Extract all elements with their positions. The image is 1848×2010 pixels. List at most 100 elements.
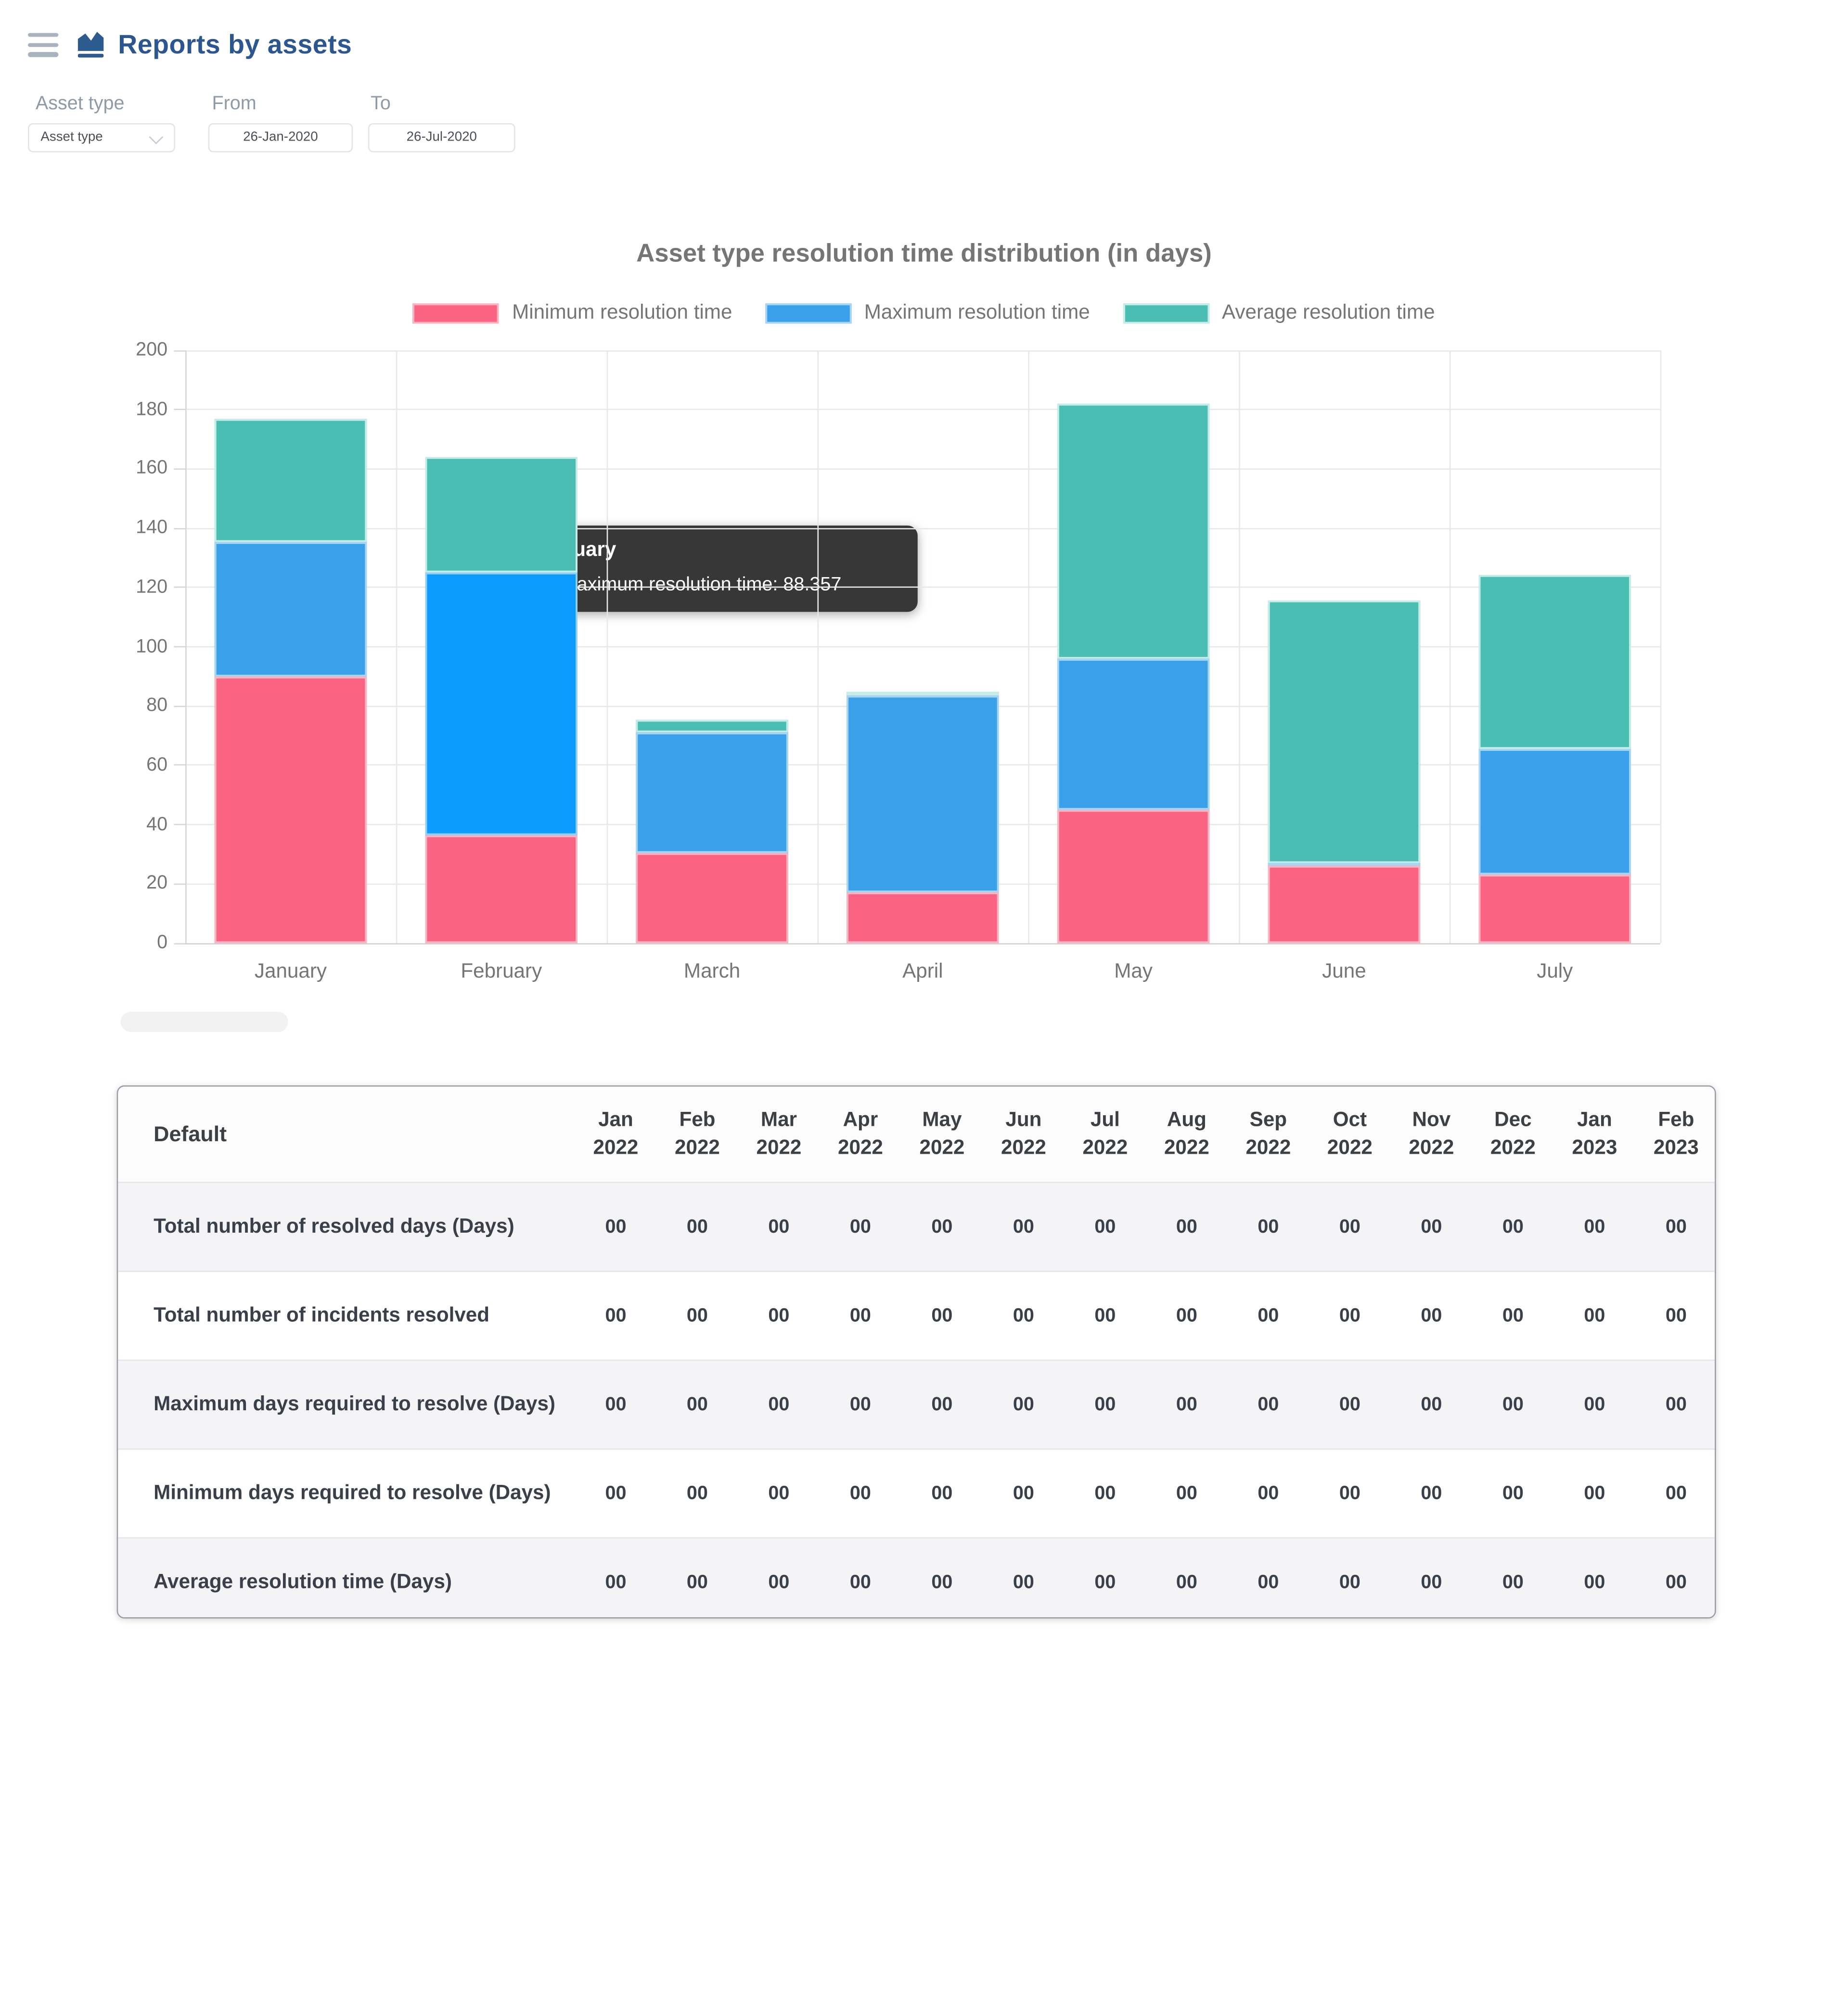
x-axis-label: March <box>683 961 741 983</box>
y-axis-label: 160 <box>136 457 168 479</box>
tooltip-title: February <box>529 540 900 562</box>
bar-segment-minimum[interactable] <box>1268 865 1421 943</box>
y-axis-tick <box>174 587 186 588</box>
gridline <box>185 468 1660 470</box>
legend-item[interactable]: Average resolution time <box>1123 302 1435 325</box>
to-label: To <box>371 92 391 115</box>
table-cell: 00 <box>849 1216 871 1238</box>
bar-segment-minimum[interactable] <box>847 892 999 943</box>
table-cell: 00 <box>1258 1482 1279 1505</box>
bar-segment-minimum[interactable] <box>1478 874 1631 943</box>
x-axis-label: June <box>1322 961 1366 983</box>
table-cell: 00 <box>1258 1393 1279 1416</box>
gridline <box>395 350 397 943</box>
gridline <box>1659 350 1661 943</box>
x-axis-label: May <box>1114 961 1153 983</box>
table-cell: 00 <box>931 1572 953 1593</box>
bar-segment-average[interactable] <box>847 692 999 696</box>
table-column-header: Dec 2022 <box>1490 1109 1536 1159</box>
table-cell: 00 <box>686 1393 708 1416</box>
table-cell: 00 <box>768 1216 790 1238</box>
bar-segment-minimum[interactable] <box>636 852 788 943</box>
gridline <box>1449 350 1450 943</box>
table-row-label: Maximum days required to resolve (Days) <box>154 1393 556 1415</box>
bar-segment-maximum[interactable] <box>636 732 788 853</box>
y-axis-label: 80 <box>146 695 168 716</box>
table-cell: 00 <box>1013 1393 1034 1416</box>
summary-table: Default Jan 2022 Feb 2022 Mar 2022 Apr 2022 May 2… <box>116 1085 1716 1619</box>
to-date-input[interactable]: 26-Jul-2020 <box>368 123 515 153</box>
bar-segment-minimum[interactable] <box>214 676 367 943</box>
y-axis-tick <box>174 764 186 766</box>
from-date-input[interactable]: 26-Jan-2020 <box>208 123 353 153</box>
legend-item[interactable]: Maximum resolution time <box>765 302 1090 325</box>
y-axis-label: 100 <box>136 635 168 657</box>
table-row-label: Average resolution time (Days) <box>154 1571 452 1593</box>
table-cell: 00 <box>849 1572 871 1593</box>
table-column-header: Feb 2022 <box>675 1109 720 1159</box>
table-cell: 00 <box>1094 1572 1116 1593</box>
legend-item[interactable]: Minimum resolution time <box>413 302 732 325</box>
table-row: Minimum days required to resolve (Days) 0… <box>118 1448 1715 1537</box>
bar-segment-average[interactable] <box>1057 403 1210 659</box>
table-cell: 00 <box>1665 1572 1687 1593</box>
area-chart-icon <box>77 32 104 58</box>
bar-segment-average[interactable] <box>1478 575 1631 749</box>
hamburger-menu-icon[interactable] <box>28 33 59 57</box>
y-axis-tick <box>174 942 186 944</box>
asset-type-select-value: Asset type <box>40 129 103 145</box>
table-cell: 00 <box>1258 1216 1279 1238</box>
table-cell: 00 <box>605 1393 627 1416</box>
y-axis-label: 180 <box>136 398 168 420</box>
page-title: Reports by assets <box>118 30 352 60</box>
bar-segment-average[interactable] <box>425 457 578 573</box>
bar-segment-minimum[interactable] <box>425 835 578 943</box>
bar-segment-maximum[interactable] <box>1268 863 1421 865</box>
table-cell: 00 <box>605 1572 627 1593</box>
table-cell: 00 <box>1258 1305 1279 1327</box>
y-axis-label: 60 <box>146 754 168 776</box>
gridline <box>1027 350 1029 943</box>
table-cell: 00 <box>849 1482 871 1505</box>
bar-segment-maximum[interactable] <box>425 573 578 835</box>
bar-segment-maximum[interactable] <box>1057 658 1210 811</box>
table-cell: 00 <box>1584 1482 1605 1505</box>
asset-type-select[interactable]: Asset type <box>28 123 175 153</box>
table-cell: 00 <box>1339 1482 1360 1505</box>
y-axis-tick <box>174 528 186 529</box>
table-cell: 00 <box>1013 1305 1034 1327</box>
table-column-header: Aug 2022 <box>1164 1109 1209 1159</box>
bar-segment-average[interactable] <box>214 419 367 542</box>
table-cell: 00 <box>1502 1216 1524 1238</box>
table-cell: 00 <box>1339 1572 1360 1593</box>
table-row-label: Minimum days required to resolve (Days) <box>154 1482 551 1504</box>
table-cell: 00 <box>1665 1393 1687 1416</box>
bar-segment-minimum[interactable] <box>1057 810 1210 943</box>
table-row: Total number of resolved days (Days) 00 00… <box>118 1182 1715 1271</box>
y-axis-label: 20 <box>146 872 168 894</box>
table-cell: 00 <box>931 1216 953 1238</box>
bar-segment-average[interactable] <box>636 720 788 733</box>
table-cell: 00 <box>686 1216 708 1238</box>
table-cell: 00 <box>768 1393 790 1416</box>
bar-june <box>1268 600 1421 943</box>
bar-segment-average[interactable] <box>1268 600 1421 863</box>
gridline <box>185 349 1660 351</box>
horizontal-scrollbar-thumb[interactable] <box>120 1011 288 1032</box>
bar-segment-maximum[interactable] <box>847 696 999 892</box>
table-cell: 00 <box>1421 1393 1442 1416</box>
bar-february <box>425 457 578 943</box>
gridline <box>1238 350 1240 943</box>
table-cell: 00 <box>1665 1482 1687 1505</box>
table-cell: 00 <box>931 1305 953 1327</box>
table-cell: 00 <box>1421 1482 1442 1505</box>
legend-swatch <box>765 303 852 324</box>
bar-segment-maximum[interactable] <box>214 541 367 677</box>
table-cell: 00 <box>1584 1393 1605 1416</box>
table-cell: 00 <box>1094 1305 1116 1327</box>
table-cell: 00 <box>849 1393 871 1416</box>
table-column-header: Nov 2022 <box>1409 1109 1454 1159</box>
table-cell: 00 <box>1013 1216 1034 1238</box>
y-axis-label: 40 <box>146 813 168 835</box>
bar-segment-maximum[interactable] <box>1478 748 1631 875</box>
